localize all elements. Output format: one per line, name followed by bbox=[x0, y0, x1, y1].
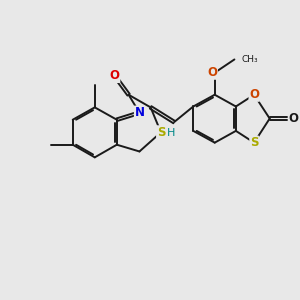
Text: O: O bbox=[207, 66, 218, 79]
Text: O: O bbox=[110, 69, 120, 82]
Text: H: H bbox=[167, 128, 176, 138]
Text: O: O bbox=[289, 112, 299, 125]
Text: S: S bbox=[157, 126, 165, 139]
Text: O: O bbox=[249, 88, 259, 101]
Text: N: N bbox=[134, 106, 145, 119]
Text: CH₃: CH₃ bbox=[242, 55, 258, 64]
Text: S: S bbox=[250, 136, 258, 149]
